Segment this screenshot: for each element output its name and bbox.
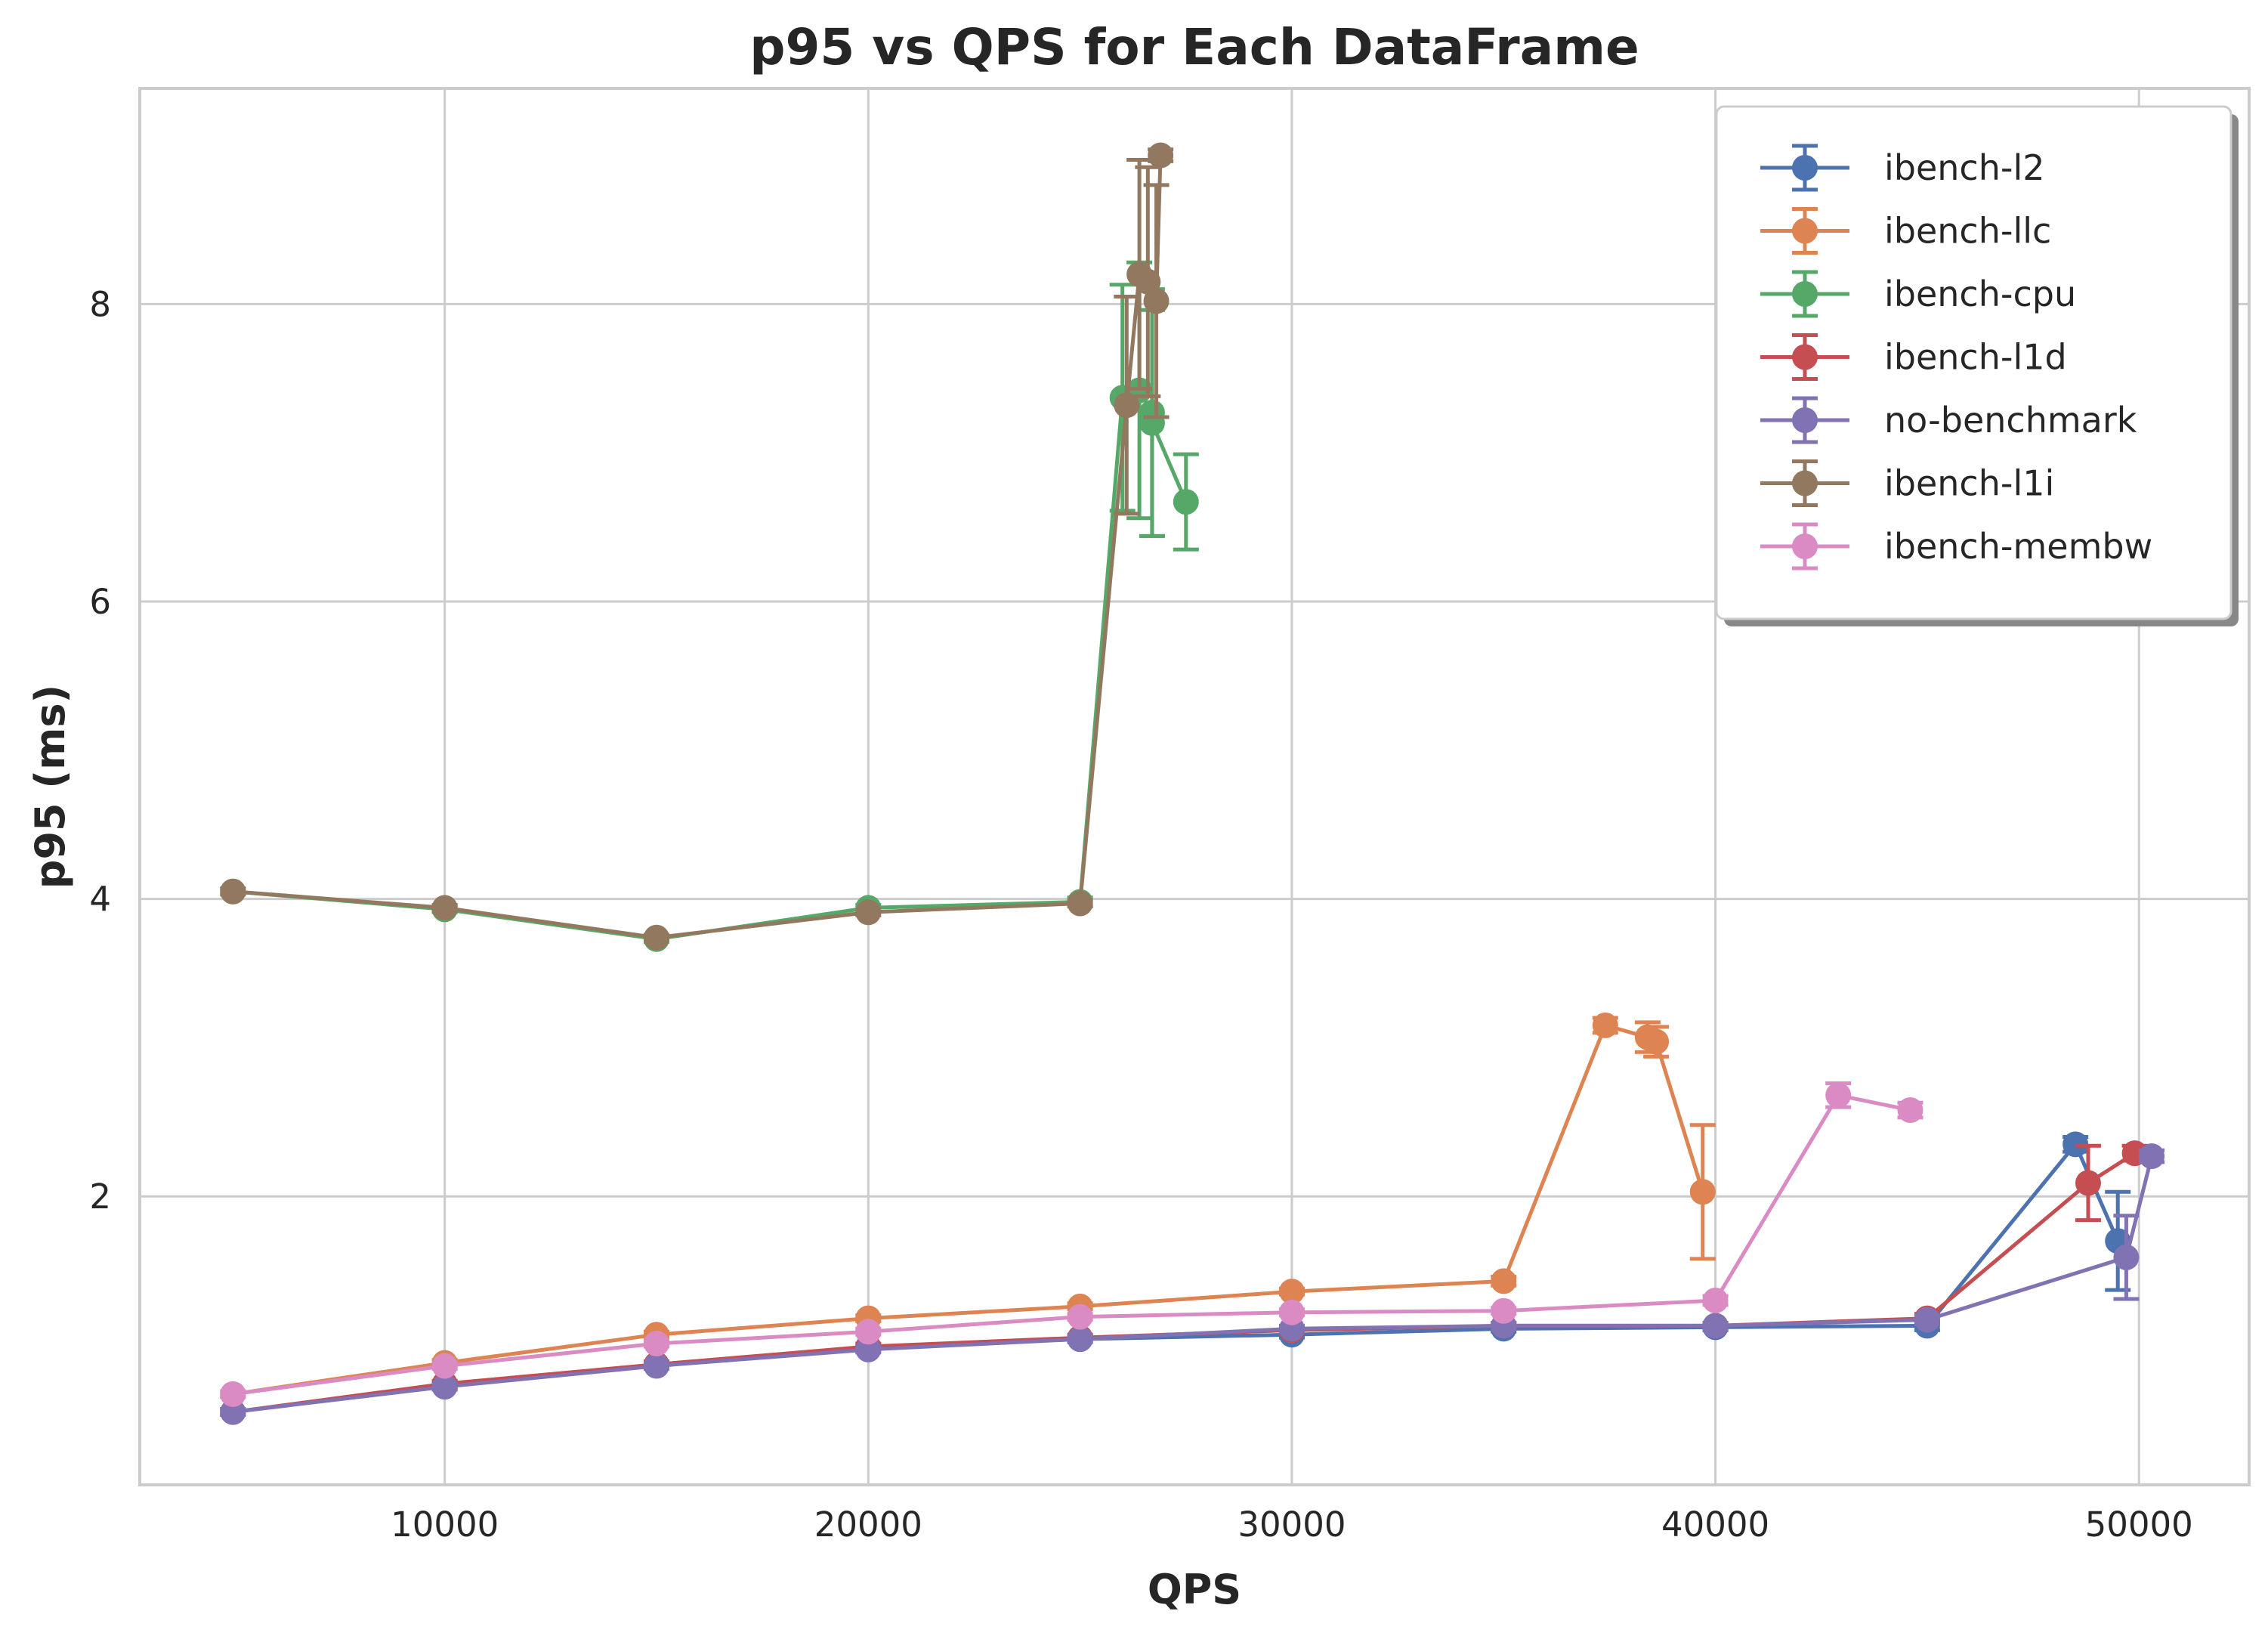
- data-point: [1702, 1287, 1729, 1313]
- legend-entry: ibench-cpu: [1760, 270, 2076, 318]
- data-point: [1067, 1326, 1093, 1353]
- data-point: [1897, 1097, 1923, 1124]
- legend-marker: [1792, 344, 1818, 370]
- legend-marker: [1792, 155, 1818, 181]
- x-tick-label: 50000: [2085, 1505, 2193, 1545]
- legend-marker: [1792, 470, 1818, 496]
- data-point: [1491, 1268, 1517, 1294]
- legend-entry: ibench-membw: [1760, 522, 2152, 571]
- legend-marker: [1792, 407, 1818, 433]
- data-point: [220, 1381, 246, 1407]
- data-point: [220, 1399, 246, 1425]
- data-point: [1114, 392, 1140, 419]
- legend-label: no-benchmark: [1884, 400, 2137, 441]
- legend-entry: ibench-l1d: [1760, 333, 2067, 381]
- data-point: [220, 878, 246, 905]
- data-point: [1067, 890, 1093, 917]
- x-axis-label: QPS: [1148, 1566, 1241, 1613]
- data-series: [220, 142, 2165, 1425]
- legend-label: ibench-l2: [1884, 147, 2045, 188]
- legend-entry: ibench-l2: [1760, 144, 2045, 192]
- x-tick-label: 10000: [391, 1505, 499, 1545]
- data-point: [431, 895, 458, 921]
- legend-marker: [1792, 218, 1818, 244]
- data-point: [1825, 1082, 1852, 1109]
- data-point: [2075, 1170, 2101, 1196]
- tick-labels: 10000 20000 30000 40000 50000 2 4 6 8: [89, 284, 2192, 1545]
- data-point: [1173, 489, 1199, 515]
- data-point: [1143, 288, 1170, 314]
- series-line: [232, 1093, 1911, 1396]
- y-axis-label: p95 (ms): [26, 685, 74, 889]
- y-tick-label: 8: [89, 284, 111, 324]
- x-tick-label: 30000: [1238, 1505, 1346, 1545]
- legend-label: ibench-l1d: [1884, 337, 2067, 378]
- data-point: [1135, 268, 1161, 295]
- legend-label: ibench-l1i: [1884, 463, 2054, 504]
- legend-entry: no-benchmark: [1760, 396, 2137, 444]
- data-point: [1148, 142, 1174, 169]
- data-point: [643, 1353, 669, 1379]
- data-point: [643, 924, 669, 951]
- data-point: [431, 1353, 458, 1379]
- data-point: [1278, 1299, 1305, 1325]
- legend-marker: [1792, 533, 1818, 559]
- data-point: [1592, 1012, 1618, 1038]
- legend-label: ibench-membw: [1884, 526, 2152, 567]
- data-point: [1139, 410, 1165, 436]
- chart-title: p95 vs QPS for Each DataFrame: [749, 18, 1639, 76]
- y-tick-label: 6: [89, 582, 111, 622]
- data-point: [855, 1319, 882, 1345]
- series-ibench-membw: [220, 1081, 1923, 1407]
- legend-marker: [1792, 281, 1818, 307]
- legend-entry: ibench-l1i: [1760, 459, 2054, 507]
- legend-label: ibench-cpu: [1884, 274, 2076, 314]
- y-tick-label: 4: [89, 880, 111, 920]
- x-tick-label: 40000: [1661, 1505, 1769, 1545]
- data-point: [1702, 1313, 1729, 1339]
- x-tick-label: 20000: [814, 1505, 922, 1545]
- plot-frame: [138, 87, 2251, 1486]
- data-point: [1643, 1028, 1670, 1055]
- data-point: [2139, 1143, 2165, 1170]
- data-point: [855, 1336, 882, 1362]
- legend-box: [1715, 105, 2232, 620]
- data-point: [643, 1331, 669, 1357]
- data-point: [855, 899, 882, 926]
- y-tick-label: 2: [89, 1177, 111, 1217]
- series-no-benchmark: [220, 1143, 2165, 1425]
- data-point: [1689, 1179, 1716, 1205]
- legend: ibench-l2 ibench-llc ibench-cpu ibench-l1d n…: [1715, 105, 2239, 626]
- series-ibench-l1i: [220, 142, 1174, 951]
- data-point: [431, 1374, 458, 1400]
- data-point: [1067, 1304, 1093, 1330]
- data-point: [2113, 1244, 2140, 1270]
- data-point: [1491, 1297, 1517, 1324]
- legend-entry: ibench-llc: [1760, 207, 2051, 255]
- data-point: [1914, 1307, 1940, 1333]
- legend-label: ibench-llc: [1884, 211, 2051, 252]
- data-point: [1278, 1279, 1305, 1305]
